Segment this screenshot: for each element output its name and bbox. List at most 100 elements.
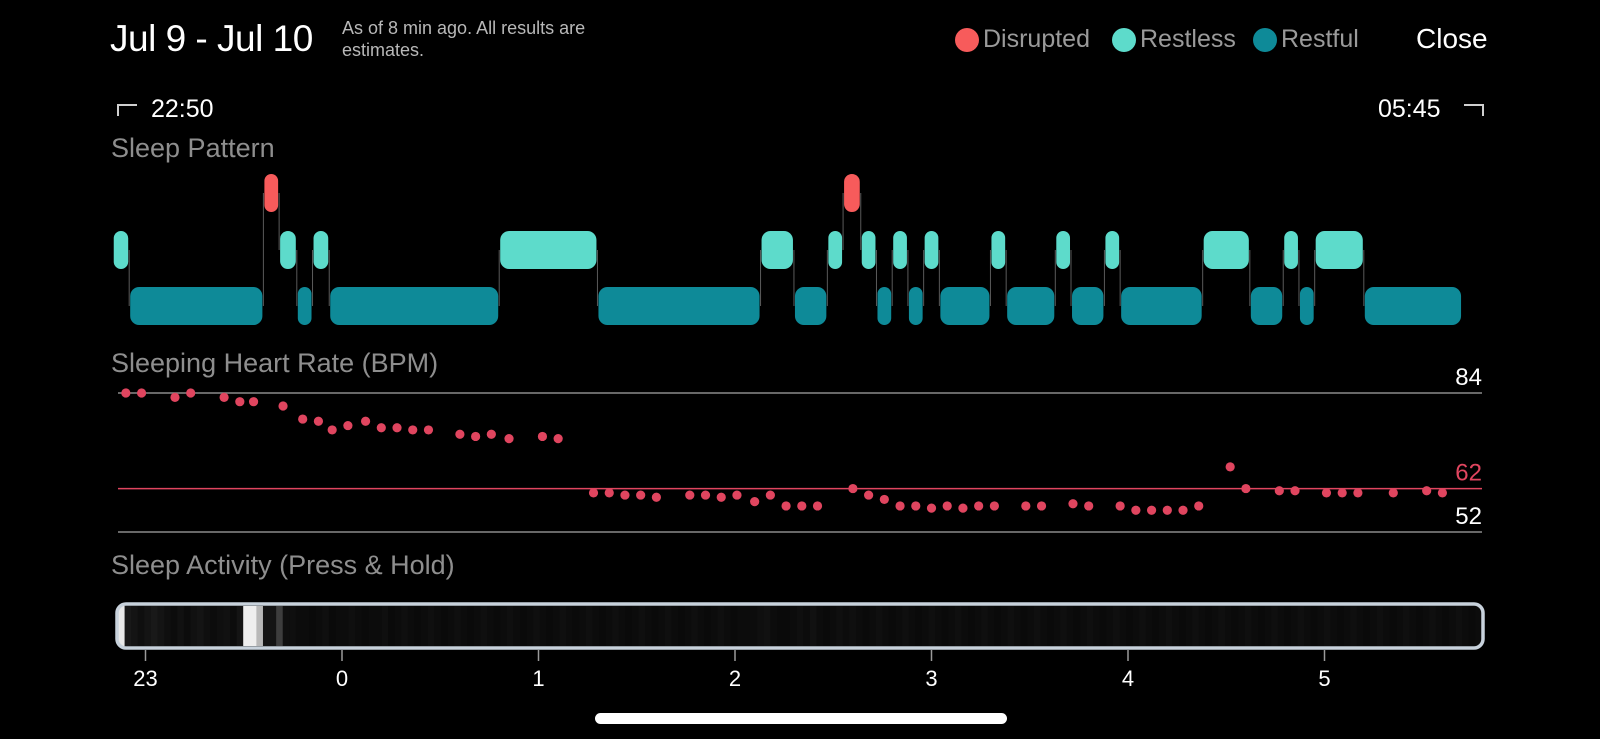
sleep-segment-restless[interactable] (113, 231, 129, 269)
sleep-segment-restful[interactable] (598, 287, 760, 325)
sleep-segment-disrupted[interactable] (844, 174, 860, 212)
activity-cell (711, 606, 719, 646)
axis-tick-label: 2 (729, 666, 741, 691)
activity-cell (401, 606, 409, 646)
sleep-segment-disrupted[interactable] (264, 174, 279, 212)
activity-cell (1053, 606, 1061, 646)
activity-cell (664, 606, 673, 646)
heart-rate-point (170, 392, 180, 402)
sleep-segment-restless[interactable] (861, 231, 876, 269)
heart-rate-point (864, 490, 874, 500)
activity-cell (190, 606, 198, 646)
activity-cell (750, 606, 758, 646)
sleep-segment-restful[interactable] (940, 287, 990, 325)
sleep-activity-strip[interactable]: 23 0 1 2 3 4 5 (115, 602, 1485, 691)
close-button[interactable]: Close (1416, 23, 1488, 54)
sleep-segment-restless[interactable] (280, 231, 296, 269)
activity-cell (941, 606, 949, 646)
heart-rate-point (797, 501, 807, 511)
activity-cell (1383, 606, 1391, 646)
heart-rate-point (298, 414, 308, 424)
legend-label: Restful (1281, 25, 1359, 53)
activity-cell (605, 606, 613, 646)
activity-cell (1369, 606, 1378, 646)
sleep-segment-restless[interactable] (1315, 231, 1363, 269)
heart-rate-point (471, 431, 481, 442)
axis-tick-label: 4 (1122, 666, 1134, 691)
home-indicator[interactable] (595, 713, 1007, 724)
sleep-segment-restful[interactable] (130, 287, 263, 325)
legend-restful: Restful (1253, 25, 1359, 54)
activity-cell (302, 606, 310, 646)
activity-cell (968, 606, 976, 646)
sleep-segment-restless[interactable] (1284, 231, 1298, 269)
heart-rate-point (327, 425, 337, 435)
activity-cell (763, 606, 771, 646)
heart-rate-point (455, 429, 465, 439)
activity-cell (243, 606, 251, 646)
sleep-segment-restful[interactable] (908, 287, 923, 325)
activity-cell (691, 606, 699, 646)
heart-rate-point (121, 388, 131, 398)
activity-cell (730, 606, 739, 646)
sleep-segment-restful[interactable] (1007, 287, 1055, 325)
heart-rate-point (812, 501, 823, 511)
sleep-segment-restful[interactable] (1364, 287, 1462, 325)
sleep-segment-restful[interactable] (1299, 287, 1314, 325)
activity-cell (1040, 606, 1048, 646)
sleep-segment-restful[interactable] (877, 287, 892, 325)
sleep-segment-restless[interactable] (991, 231, 1006, 269)
sleep-segment-restless[interactable] (1056, 231, 1071, 269)
heart-rate-point (136, 388, 147, 398)
sleep-segment-restless[interactable] (313, 231, 329, 269)
sleep-pattern-chart[interactable] (113, 174, 1462, 325)
sleep-segment-restless[interactable] (761, 231, 793, 269)
heart-rate-point (376, 423, 386, 433)
activity-cell (684, 606, 692, 646)
activity-strip-border[interactable] (115, 602, 1485, 650)
activity-cell (1402, 606, 1411, 646)
heart-rate-point (504, 434, 514, 444)
activity-cell (447, 606, 455, 646)
activity-cell (796, 606, 804, 646)
activity-cell (394, 606, 402, 646)
activity-cell (460, 606, 468, 646)
activity-cell (1000, 606, 1009, 646)
activity-cell (203, 606, 211, 646)
activity-cell (315, 606, 323, 646)
activity-cell (552, 606, 561, 646)
activity-cell (816, 606, 824, 646)
sleep-segment-restful[interactable] (330, 287, 499, 325)
sleep-segment-restless[interactable] (893, 231, 907, 269)
activity-cell (513, 606, 521, 646)
activity-cell (348, 606, 356, 646)
activity-cell (388, 606, 396, 646)
activity-cell (770, 606, 778, 646)
heart-rate-point (408, 425, 418, 435)
sleep-segment-restless[interactable] (500, 231, 597, 269)
sleep-segment-restful[interactable] (1250, 287, 1283, 325)
heart-rate-point (343, 420, 353, 431)
sleep-segment-restful[interactable] (1121, 287, 1202, 325)
sleep-segment-restful[interactable] (794, 287, 827, 325)
legend-disrupted: Disrupted (955, 25, 1090, 54)
heart-rate-point (732, 490, 742, 500)
sleep-segment-restless[interactable] (828, 231, 843, 269)
sleep-segment-restless[interactable] (1105, 231, 1120, 269)
activity-cell (757, 606, 765, 646)
activity-cell (579, 606, 587, 646)
activity-cell (368, 606, 376, 646)
sleep-segment-restless[interactable] (924, 231, 939, 269)
activity-cell (1080, 606, 1088, 646)
activity-cell (1323, 606, 1332, 646)
activity-cell (500, 606, 508, 646)
activity-cell (895, 606, 903, 646)
activity-cell (908, 606, 916, 646)
activity-cell (599, 606, 607, 646)
sleep-segment-restful[interactable] (297, 287, 312, 325)
activity-cell (1047, 606, 1055, 646)
heart-rate-point (926, 503, 937, 513)
sleep-segment-restful[interactable] (1072, 287, 1104, 325)
sleep-segment-restless[interactable] (1203, 231, 1249, 269)
activity-cell (1416, 606, 1424, 646)
